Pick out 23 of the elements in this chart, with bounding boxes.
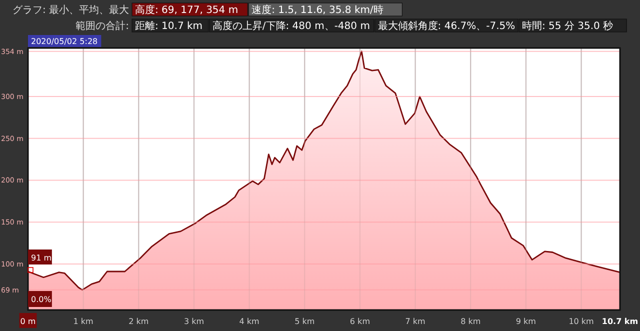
x-tick-label: 5 km xyxy=(294,317,315,326)
text: 高度: 69, 177, 354 m xyxy=(135,4,238,16)
text: グラフ: 最小、平均、最大 xyxy=(12,4,129,16)
text: 時間: 55 分 35.0 秒 xyxy=(522,20,614,32)
annotation: 0.0% xyxy=(31,295,52,304)
x-tick-label: 7 km xyxy=(405,317,426,326)
x-tick-label: 0 m xyxy=(20,317,36,326)
annotation: 91 m xyxy=(31,253,52,262)
x-tick-label: 3 km xyxy=(184,317,204,326)
x-tick-label: 4 km xyxy=(239,317,260,326)
text: 範囲の合計: xyxy=(76,20,129,32)
x-tick-label: 6 km xyxy=(350,317,370,326)
text: 最大傾斜角度: 46.7%、-7.5% xyxy=(378,20,516,32)
text: 高度の上昇/下降: 480 m、-480 m xyxy=(212,20,370,32)
x-tick-label: 9 km xyxy=(516,317,536,326)
x-tick-label: 10.7 km xyxy=(602,317,638,326)
text: 2020/05/02 5:28 xyxy=(31,37,98,46)
x-tick-label: 2 km xyxy=(128,317,149,326)
text: 速度: 1.5, 11.6, 35.8 km/時 xyxy=(252,4,384,16)
x-tick-label: 10 km xyxy=(568,317,594,326)
x-tick-label: 1 km xyxy=(73,317,94,326)
text: 距離: 10.7 km xyxy=(135,20,203,32)
x-tick-label: 8 km xyxy=(460,317,481,326)
